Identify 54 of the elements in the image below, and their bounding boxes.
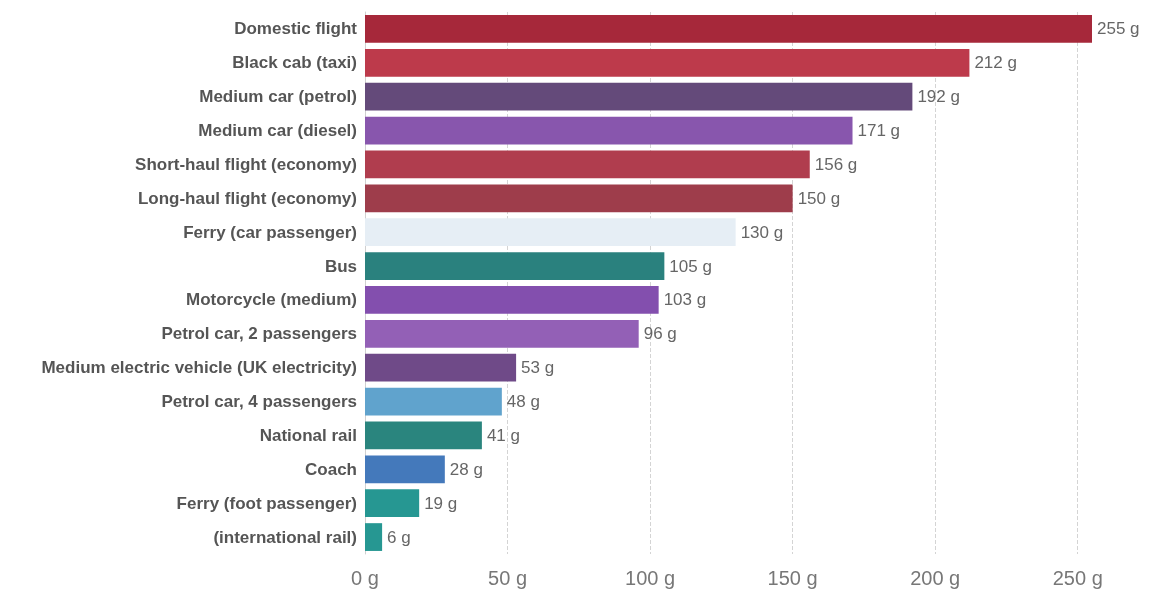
data-label: 6 g [387, 527, 411, 547]
y-tick-label: Black cab (taxi) [232, 53, 357, 73]
bar [365, 489, 420, 518]
y-tick-label: Petrol car, 4 passengers [161, 392, 357, 412]
data-label: 103 g [663, 290, 707, 310]
data-label: 41 g [486, 425, 520, 445]
x-tick-label: 50 g [488, 567, 528, 589]
x-tick-label: 200 g [910, 567, 961, 589]
data-label: 19 g [424, 493, 458, 513]
y-tick-label: Motorcycle (medium) [186, 290, 357, 310]
bar [365, 15, 1092, 43]
bar [365, 421, 482, 450]
bar [365, 523, 383, 551]
data-label: 255 g [1097, 19, 1140, 39]
data-label: 156 g [814, 154, 858, 174]
y-tick-label: Ferry (car passenger) [183, 222, 357, 242]
bar [365, 455, 445, 484]
y-tick-label: Domestic flight [234, 19, 358, 39]
y-tick-label: Coach [305, 459, 357, 479]
x-tick-label: 0 g [351, 567, 379, 589]
bar [365, 286, 659, 314]
data-label: 53 g [521, 358, 555, 378]
bar [365, 184, 793, 213]
bar [365, 218, 736, 247]
bar [365, 116, 853, 145]
y-tick-label: Medium car (diesel) [198, 121, 357, 141]
y-tick-label: Medium car (petrol) [199, 87, 357, 107]
data-label: 192 g [917, 87, 960, 107]
data-label: 171 g [857, 121, 901, 141]
data-label: 28 g [449, 459, 483, 479]
bar [365, 82, 913, 111]
y-tick-label: Short-haul flight (economy) [135, 154, 357, 174]
data-label: 212 g [974, 53, 1017, 73]
y-tick-label: Bus [324, 256, 357, 276]
bar [365, 48, 970, 77]
data-label: 48 g [506, 392, 540, 412]
data-label: 150 g [797, 188, 841, 208]
y-tick-label: National rail [259, 425, 357, 445]
bar [365, 252, 665, 280]
data-label: 105 g [669, 256, 712, 276]
bar [365, 387, 502, 416]
data-label: 130 g [740, 222, 784, 242]
y-tick-label: (international rail) [213, 527, 357, 547]
y-tick-label: Ferry (foot passenger) [176, 493, 357, 513]
bar [365, 353, 517, 382]
bar [365, 150, 810, 179]
x-tick-label: 100 g [625, 567, 676, 589]
x-tick-label: 150 g [767, 567, 818, 589]
y-tick-label: Petrol car, 2 passengers [161, 324, 357, 344]
data-label: 96 g [643, 324, 677, 344]
x-tick-label: 250 g [1052, 567, 1103, 589]
bar [365, 319, 639, 348]
y-tick-label: Long-haul flight (economy) [137, 188, 357, 208]
y-tick-label: Medium electric vehicle (UK electricity) [41, 358, 357, 378]
